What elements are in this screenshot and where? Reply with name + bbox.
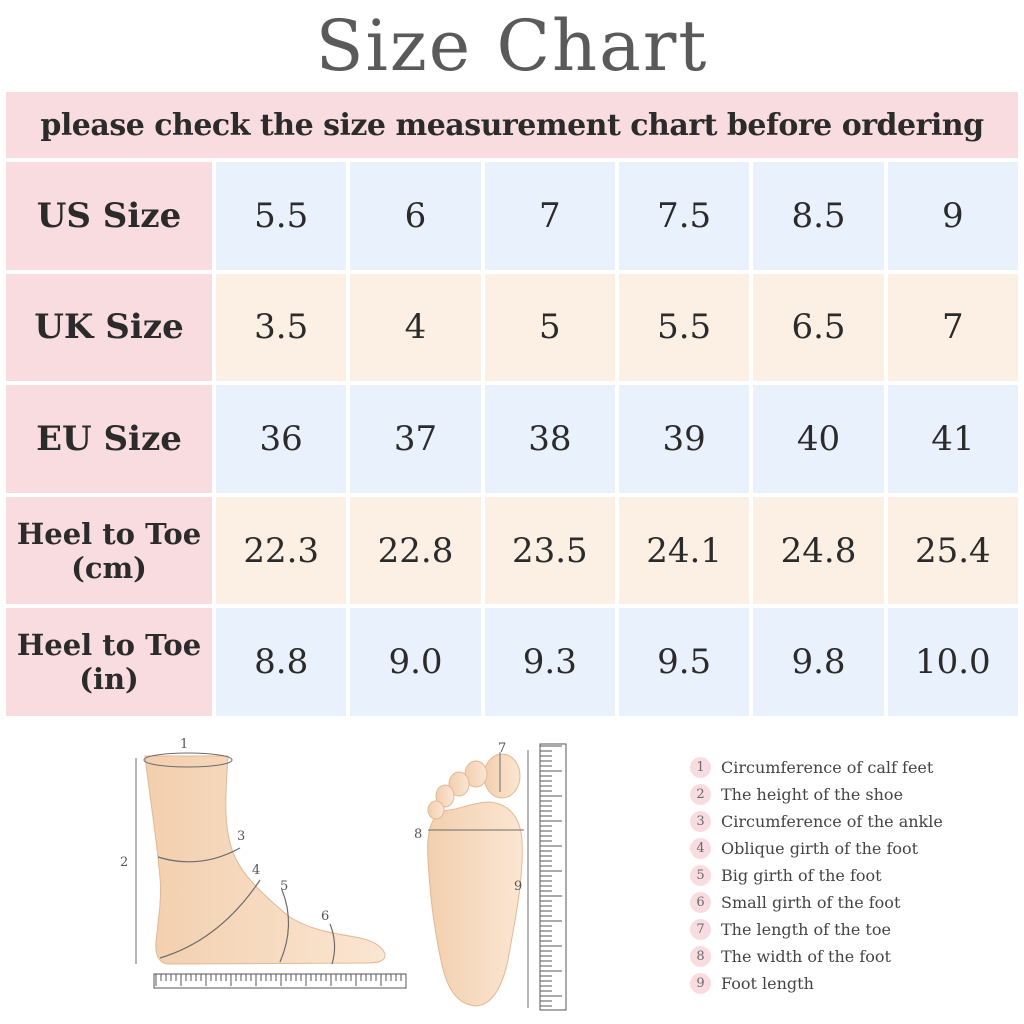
row-label-heel-toe-cm: Heel to Toe (cm) xyxy=(6,496,212,605)
table-cell: 10.0 xyxy=(887,608,1018,716)
sole-foot-icon xyxy=(427,743,567,1011)
legend-text: The width of the foot xyxy=(721,947,891,966)
legend-text: Circumference of calf feet xyxy=(721,758,934,777)
foot-measurement-illustration: 1 2 3 4 5 6 7 8 9 xyxy=(120,737,567,1011)
table-cell: 4 xyxy=(350,273,481,382)
table-cell: 38 xyxy=(484,385,615,493)
legend-number: 4 xyxy=(690,838,711,859)
legend-item: 6 Small girth of the foot xyxy=(690,889,1020,916)
row-label-line1: Heel to Toe xyxy=(16,516,202,551)
table-cell: 37 xyxy=(350,385,481,493)
table-cell: 6 xyxy=(350,162,481,270)
diagram-number: 3 xyxy=(237,829,245,844)
table-cell: 8.8 xyxy=(216,608,347,716)
legend-number: 1 xyxy=(690,757,711,778)
table-cell: 22.3 xyxy=(216,496,347,605)
row-label-line2: (in) xyxy=(79,662,139,697)
table-cell: 9.0 xyxy=(350,608,481,716)
measurement-legend: 1 Circumference of calf feet 2 The height … xyxy=(690,754,1020,997)
legend-item: 5 Big girth of the foot xyxy=(690,862,1020,889)
side-foot-icon xyxy=(135,752,407,989)
legend-number: 5 xyxy=(690,865,711,886)
table-cell: 40 xyxy=(753,385,884,493)
table-cell: 5 xyxy=(484,273,615,382)
table-cell: 23.5 xyxy=(484,496,615,605)
table-cell: 7 xyxy=(484,162,615,270)
legend-number: 7 xyxy=(690,919,711,940)
legend-item: 9 Foot length xyxy=(690,970,1020,997)
legend-text: Oblique girth of the foot xyxy=(721,839,919,858)
table-cell: 9.5 xyxy=(618,608,750,716)
table-cell: 36 xyxy=(216,385,347,493)
table-cell: 24.8 xyxy=(753,496,884,605)
size-table: US Size 5.5 6 7 7.5 8.5 9 UK Size 3.5 4 … xyxy=(6,162,1018,716)
legend-item: 3 Circumference of the ankle xyxy=(690,808,1020,835)
row-label-heel-toe-in: Heel to Toe (in) xyxy=(6,608,212,716)
table-cell: 5.5 xyxy=(618,273,750,382)
row-label-line1: Heel to Toe xyxy=(16,628,202,663)
legend-number: 6 xyxy=(690,892,711,913)
table-cell: 9.3 xyxy=(484,608,615,716)
row-label-line2: (cm) xyxy=(71,550,147,585)
legend-number: 3 xyxy=(690,811,711,832)
table-cell: 3.5 xyxy=(216,273,347,382)
legend-number: 8 xyxy=(690,946,711,967)
diagram-number: 2 xyxy=(120,855,128,870)
table-cell: 24.1 xyxy=(618,496,750,605)
table-cell: 41 xyxy=(887,385,1018,493)
legend-number: 9 xyxy=(690,973,711,994)
legend-text: Circumference of the ankle xyxy=(721,812,943,831)
diagram-number: 8 xyxy=(414,827,422,842)
table-cell: 5.5 xyxy=(216,162,347,270)
legend-text: Big girth of the foot xyxy=(721,866,882,885)
table-cell: 25.4 xyxy=(887,496,1018,605)
legend-number: 2 xyxy=(690,784,711,805)
diagram-number: 5 xyxy=(280,879,288,894)
diagram-number: 6 xyxy=(321,909,329,924)
table-cell: 6.5 xyxy=(753,273,884,382)
diagram-number: 4 xyxy=(252,863,260,878)
table-cell: 39 xyxy=(618,385,750,493)
diagram-number: 1 xyxy=(180,737,188,752)
row-label-uk: UK Size xyxy=(6,273,212,382)
legend-item: 4 Oblique girth of the foot xyxy=(690,835,1020,862)
subtitle-banner: please check the size measurement chart … xyxy=(6,92,1018,158)
table-cell: 8.5 xyxy=(753,162,884,270)
legend-item: 2 The height of the shoe xyxy=(690,781,1020,808)
row-label-us: US Size xyxy=(6,162,212,270)
table-cell: 22.8 xyxy=(350,496,481,605)
legend-text: Small girth of the foot xyxy=(721,893,901,912)
legend-text: The length of the toe xyxy=(721,920,891,939)
table-cell: 9.8 xyxy=(753,608,884,716)
table-cell: 7.5 xyxy=(618,162,750,270)
legend-text: The height of the shoe xyxy=(721,785,904,804)
page-title: Size Chart xyxy=(315,5,709,87)
legend-item: 8 The width of the foot xyxy=(690,943,1020,970)
legend-text: Foot length xyxy=(721,974,814,993)
legend-item: 1 Circumference of calf feet xyxy=(690,754,1020,781)
table-cell: 7 xyxy=(887,273,1018,382)
diagram-number: 7 xyxy=(498,741,506,756)
row-label-eu: EU Size xyxy=(6,385,212,493)
diagram-number: 9 xyxy=(514,879,522,894)
legend-item: 7 The length of the toe xyxy=(690,916,1020,943)
table-cell: 9 xyxy=(887,162,1018,270)
